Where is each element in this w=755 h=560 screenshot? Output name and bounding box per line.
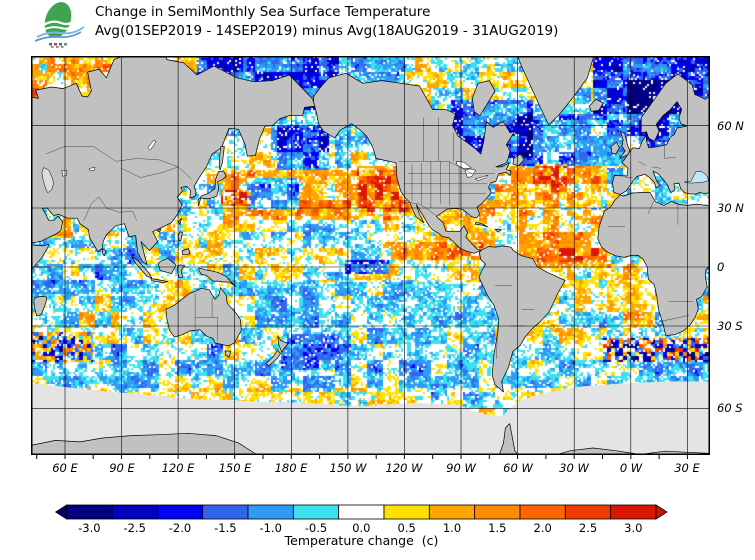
lat-label-60s: 60 S <box>717 401 743 415</box>
lon-label-120w: 120 W <box>385 461 423 475</box>
lat-label-30n: 30 N <box>717 201 744 215</box>
lon-label-150e: 150 E <box>218 461 252 475</box>
colorbar-segment <box>66 504 113 520</box>
axis-ticks <box>36 455 688 459</box>
lon-label-150w: 150 W <box>329 461 367 475</box>
colorbar-caption: Temperature change (c) <box>284 533 439 548</box>
lat-label-0: 0 <box>717 260 725 274</box>
colorbar-segment <box>247 504 294 520</box>
chart-subtitle: Avg(01SEP2019 - 14SEP2019) minus Avg(18A… <box>95 23 559 39</box>
colorbar-segment <box>383 504 430 520</box>
map-frame <box>31 56 710 455</box>
logo-tiny-text <box>49 43 67 48</box>
lat-label-30s: 30 S <box>717 319 743 333</box>
lakes <box>41 140 710 194</box>
lon-label-90w: 90 W <box>446 461 476 475</box>
colorbar-segment <box>519 504 566 520</box>
colorbar-segment <box>474 504 521 520</box>
agency-logo <box>27 1 89 48</box>
colorbar-segment <box>292 504 340 520</box>
colorbar-segment <box>338 504 385 520</box>
lon-label-180e: 180 E <box>274 461 308 475</box>
chart-title: Change in SemiMonthly Sea Surface Temper… <box>95 4 431 20</box>
colorbar-arrow-left <box>54 504 68 520</box>
map-overlay <box>31 56 710 459</box>
colorbar-segment <box>156 504 204 520</box>
colorbar-segment <box>111 504 158 520</box>
lon-label-60w: 60 W <box>503 461 533 475</box>
lon-label-90e: 90 E <box>109 461 135 475</box>
political-borders <box>46 117 693 360</box>
land-masses <box>31 56 710 455</box>
lon-label-30w: 30 W <box>559 461 589 475</box>
world-sst-map <box>31 56 710 460</box>
title-block: Change in SemiMonthly Sea Surface Temper… <box>95 3 695 41</box>
colorbar-segment <box>564 504 612 520</box>
graticule <box>31 56 710 455</box>
lon-label-0w: 0 W <box>619 461 643 475</box>
colorbar-segment <box>428 504 476 520</box>
lat-label-60n: 60 N <box>717 119 744 133</box>
colorbar-segment <box>202 504 249 520</box>
colorbar-segment <box>610 504 657 520</box>
leaf-logo-icon <box>34 2 85 48</box>
lon-label-60e: 60 E <box>52 461 78 475</box>
colorbar-arrow-right <box>655 504 668 520</box>
lon-label-120e: 120 E <box>161 461 195 475</box>
lon-label-30e: 30 E <box>674 461 700 475</box>
